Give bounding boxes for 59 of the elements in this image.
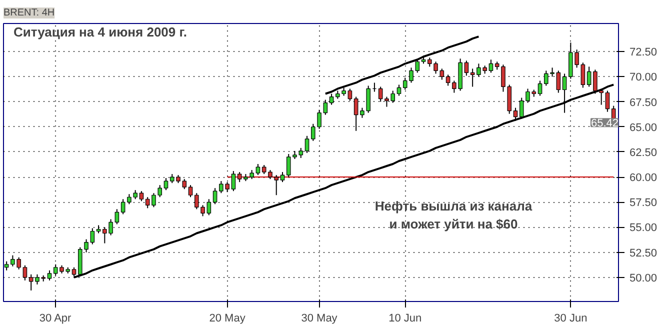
candlestick [231, 170, 236, 192]
candlestick [513, 107, 518, 122]
x-tick-label: 30 Jun [554, 312, 588, 324]
candlestick [237, 172, 242, 183]
annotation: Нефть вышла из канала [374, 198, 533, 214]
candlestick [120, 198, 126, 215]
candlestick [538, 80, 542, 96]
candlestick [274, 174, 278, 196]
candlestick [428, 57, 432, 68]
candlestick [188, 184, 193, 198]
y-tick-label: 60.00 [630, 172, 658, 184]
candlestick [286, 153, 291, 178]
chart-subtitle: Ситуация на 4 июня 2009 г. [14, 24, 187, 40]
y-tick-label: 65.00 [630, 122, 658, 134]
candlestick [139, 190, 144, 202]
candlestick [464, 60, 469, 76]
candlestick [311, 123, 316, 142]
candlestick [580, 62, 586, 88]
candlestick [4, 260, 9, 271]
annotation: 65.42 [590, 118, 619, 130]
candlestick [415, 58, 420, 74]
candlestick [304, 135, 310, 154]
candlestick [298, 147, 304, 158]
y-tick-label: 67.50 [630, 96, 658, 109]
candlestick [348, 88, 352, 102]
x-tick-label: 30 Apr [39, 312, 72, 324]
candlestick [446, 74, 450, 86]
x-tick-label: 30 May [301, 312, 338, 324]
candlestick [354, 96, 358, 132]
y-tick-label: 52.50 [630, 247, 658, 260]
candlestick [133, 190, 138, 200]
candlestick [488, 59, 494, 74]
y-tick-label: 55.00 [630, 222, 658, 234]
candlestick [262, 164, 266, 175]
y-tick-label: 50.00 [630, 272, 658, 284]
y-tick-label: 57.50 [630, 197, 658, 210]
candlestick [605, 90, 610, 112]
candlestick [182, 178, 187, 190]
candlestick [194, 192, 199, 210]
candlestick [586, 66, 592, 88]
y-tick-label: 72.50 [630, 46, 658, 59]
x-tick-label: 10 Jun [388, 312, 422, 324]
candlestick [396, 84, 402, 96]
candlestick [127, 194, 132, 205]
candlestick [280, 172, 285, 183]
chart-title: BRENT: 4H [4, 8, 55, 18]
candlestick [158, 184, 162, 198]
candlestick [470, 68, 475, 88]
candlestick [114, 208, 120, 225]
candlestick [164, 178, 168, 191]
candlestick [256, 164, 260, 176]
x-tick-label: 20 May [209, 312, 246, 324]
candlestick [47, 270, 52, 281]
annotation: и может уйти на $60 [389, 216, 518, 232]
candlestick [250, 170, 254, 180]
y-tick-label: 62.50 [630, 146, 658, 159]
y-tick-label: 70.00 [630, 72, 658, 84]
candlestick [212, 188, 218, 205]
candlestick [268, 170, 272, 180]
